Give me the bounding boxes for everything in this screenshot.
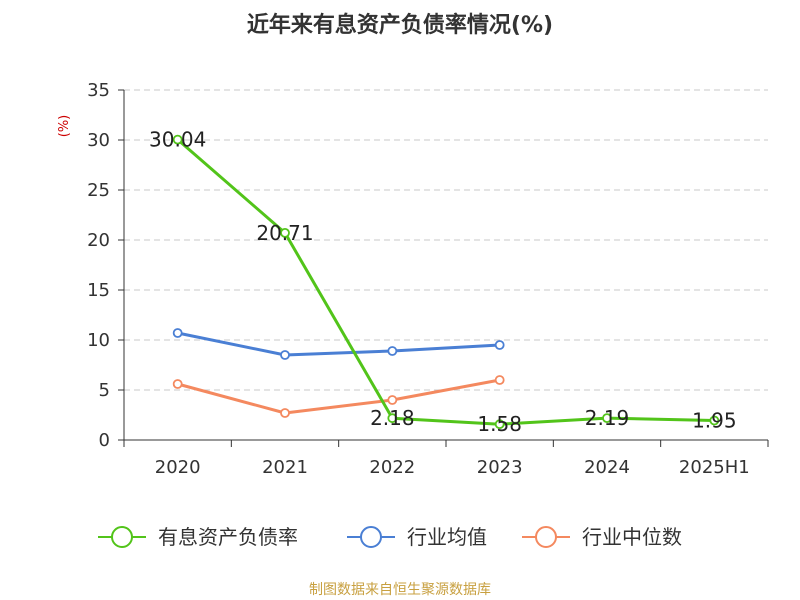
x-tick-label: 2025H1 [679, 457, 750, 478]
data-label: 2.19 [585, 406, 630, 430]
y-axis-unit-label: (%) [57, 115, 72, 138]
series-line-2 [178, 380, 500, 413]
data-point[interactable] [281, 409, 289, 417]
y-tick-label: 5 [99, 380, 110, 401]
legend-label: 有息资产负债率 [158, 525, 298, 549]
data-label: 1.95 [692, 409, 737, 433]
data-point[interactable] [496, 341, 504, 349]
y-tick-label: 35 [87, 80, 110, 101]
source-note: 制图数据来自恒生聚源数据库 [309, 582, 491, 598]
data-label: 30.04 [149, 128, 206, 152]
data-point[interactable] [388, 396, 396, 404]
legend-item-1[interactable]: 行业均值 [347, 525, 487, 549]
series-line-0 [178, 140, 715, 425]
data-label: 1.58 [477, 412, 522, 436]
legend-marker [536, 527, 556, 547]
data-point[interactable] [281, 351, 289, 359]
legend-label: 行业中位数 [582, 525, 682, 549]
line-chart: 近年来有息资产负债率情况(%) (%) 0 5 10 15 20 25 30 35 2020 20… [0, 0, 800, 600]
data-point[interactable] [388, 347, 396, 355]
x-tick-label: 2022 [369, 457, 415, 478]
legend-marker [361, 527, 381, 547]
legend-marker [112, 527, 132, 547]
y-tick-label: 25 [87, 180, 110, 201]
x-tick-label: 2023 [477, 457, 523, 478]
data-point[interactable] [174, 380, 182, 388]
legend-item-0[interactable]: 有息资产负债率 [98, 525, 298, 549]
legend[interactable]: 有息资产负债率 行业均值 行业中位数 [98, 525, 682, 549]
series-line-1 [178, 333, 500, 355]
y-tick-label: 0 [99, 430, 110, 451]
data-point[interactable] [496, 376, 504, 384]
data-point[interactable] [174, 329, 182, 337]
legend-label: 行业均值 [407, 525, 487, 549]
series-group [174, 136, 719, 429]
y-tick-label: 30 [87, 130, 110, 151]
y-tick-label: 20 [87, 230, 110, 251]
legend-item-2[interactable]: 行业中位数 [522, 525, 682, 549]
x-tick-label: 2020 [155, 457, 201, 478]
chart-title: 近年来有息资产负债率情况(%) [247, 12, 553, 38]
data-label: 2.18 [370, 406, 415, 430]
data-label: 20.71 [256, 221, 313, 245]
gridlines [124, 90, 768, 390]
x-tick-label: 2021 [262, 457, 308, 478]
y-tick-label: 10 [87, 330, 110, 351]
x-tick-label: 2024 [584, 457, 630, 478]
y-tick-label: 15 [87, 280, 110, 301]
